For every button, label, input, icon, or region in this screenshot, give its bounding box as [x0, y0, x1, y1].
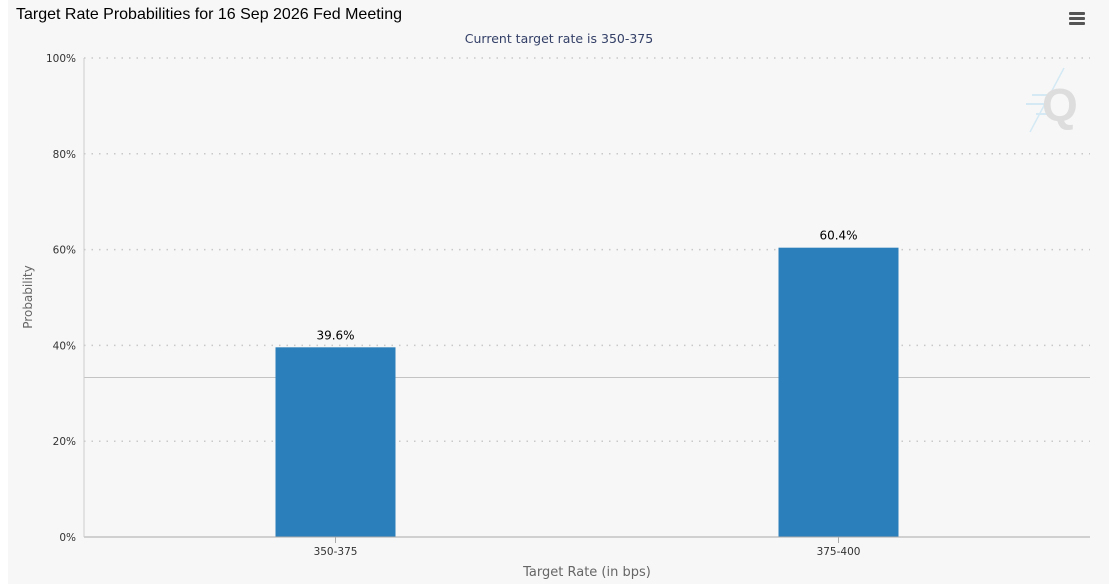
bar[interactable] [275, 347, 396, 537]
data-label: 39.6% [316, 328, 354, 342]
y-tick-label: 100% [46, 53, 76, 65]
chart-subtitle: Current target rate is 350-375 [464, 31, 654, 46]
y-tick-label: 80% [53, 149, 76, 161]
y-tick-label: 40% [53, 340, 76, 352]
x-tick-label: 375-400 [817, 546, 861, 558]
bar[interactable] [778, 247, 899, 537]
svg-text:Q: Q [1042, 79, 1078, 131]
x-tick-label: 350-375 [314, 546, 358, 558]
y-axis-ticks: 0% 20% 40% 60% 80% 100% [46, 53, 76, 544]
x-axis-ticks: 350-375 375-400 [314, 537, 861, 558]
y-tick-label: 20% [53, 436, 76, 448]
grid-lines [84, 57, 1090, 442]
x-axis-title: Target Rate (in bps) [522, 565, 651, 580]
y-axis-title: Probability [21, 265, 35, 328]
data-label: 60.4% [819, 229, 857, 243]
y-tick-label: 60% [53, 245, 76, 257]
data-labels: 39.6% 60.4% [316, 229, 857, 343]
chart-panel [8, 0, 1109, 584]
y-tick-label: 0% [59, 532, 76, 544]
bars [275, 247, 899, 537]
chart-title: Target Rate Probabilities for 16 Sep 202… [16, 6, 403, 23]
hamburger-menu-icon[interactable] [1066, 10, 1088, 28]
q-logo-icon: Q [1026, 67, 1078, 133]
